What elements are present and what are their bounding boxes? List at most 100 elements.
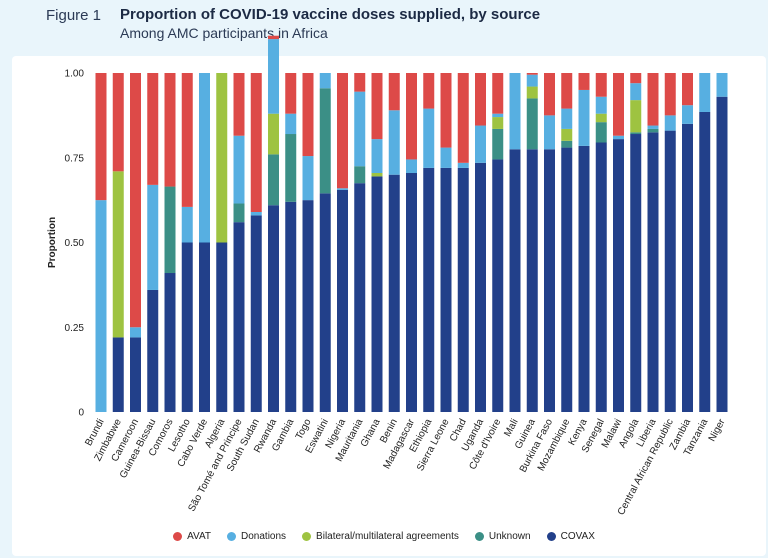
bar-segment-donations bbox=[595, 96, 607, 114]
bar-segment-avat bbox=[95, 73, 107, 201]
bar-segment-donations bbox=[699, 73, 711, 112]
y-tick-label: 0.50 bbox=[65, 238, 85, 249]
bar-segment-covax bbox=[147, 289, 159, 412]
bar-segment-covax bbox=[423, 167, 435, 412]
bar-segment-avat bbox=[181, 73, 193, 207]
bar-segment-covax bbox=[544, 149, 555, 412]
legend-swatch bbox=[474, 532, 484, 541]
bar-segment-covax bbox=[302, 200, 314, 412]
bar-segment-avat bbox=[457, 73, 469, 163]
bar-segment-covax bbox=[578, 145, 590, 412]
chart-legend: AVAT Donations Bilateral/multilateral agre… bbox=[0, 531, 768, 542]
bar-segment-donations bbox=[544, 115, 555, 150]
bar-segment-donations bbox=[302, 156, 314, 201]
bar-segment-donations bbox=[354, 91, 366, 167]
legend-item: Unknown bbox=[474, 531, 531, 542]
bar-segment-covax bbox=[475, 162, 486, 412]
bar-segment-avat bbox=[302, 73, 314, 157]
bar-segment-donations bbox=[406, 159, 417, 174]
bar-segment-covax bbox=[319, 193, 331, 412]
bar-segment-bilateral-multilateral-agreements bbox=[268, 113, 279, 155]
bar-segment-covax bbox=[285, 201, 297, 412]
bar-segment-unknown bbox=[354, 166, 366, 184]
bar-segment-donations bbox=[630, 83, 642, 101]
bar-segment-unknown bbox=[285, 134, 297, 202]
bar-segment-avat bbox=[492, 73, 504, 114]
bar-segment-avat bbox=[664, 73, 676, 116]
bar-segment-covax bbox=[388, 174, 400, 412]
bar-segment-avat bbox=[630, 73, 642, 84]
bar-segment-covax bbox=[492, 159, 504, 412]
bar-segment-covax bbox=[164, 273, 176, 412]
bar-segment-donations bbox=[181, 206, 193, 243]
y-tick-label: 1.00 bbox=[65, 69, 85, 80]
bar-segment-avat bbox=[371, 73, 383, 140]
bar-segment-donations bbox=[509, 73, 521, 150]
bar-segment-avat bbox=[475, 73, 486, 126]
bar-segment-unknown bbox=[319, 88, 331, 194]
bar-segment-unknown bbox=[268, 154, 279, 206]
bar-segment-avat bbox=[406, 73, 417, 160]
legend-item: Bilateral/multilateral agreements bbox=[302, 531, 459, 542]
bar-segment-donations bbox=[319, 73, 331, 89]
bar-segment-donations bbox=[388, 110, 400, 175]
bar-segment-avat bbox=[164, 73, 176, 187]
bar-segment-avat bbox=[233, 73, 245, 136]
bar-segment-avat bbox=[682, 73, 693, 106]
bar-segment-donations bbox=[285, 113, 297, 135]
bar-segment-bilateral-multilateral-agreements bbox=[216, 73, 228, 243]
bar-segment-covax bbox=[509, 149, 521, 412]
bar-segment-bilateral-multilateral-agreements bbox=[561, 128, 573, 141]
legend-swatch bbox=[227, 532, 237, 541]
bar-segment-covax bbox=[268, 205, 279, 412]
legend-label: COVAX bbox=[560, 531, 595, 542]
bar-segment-covax bbox=[199, 242, 210, 412]
bar-segment-covax bbox=[595, 142, 607, 412]
bar-segment-donations bbox=[199, 73, 210, 243]
bar-segment-avat bbox=[337, 73, 348, 189]
bar-segment-covax bbox=[682, 123, 693, 412]
y-tick-label: 0.25 bbox=[65, 323, 85, 334]
bar-segment-covax bbox=[216, 242, 228, 412]
bar-segment-covax bbox=[233, 222, 245, 412]
bar-segment-donations bbox=[475, 125, 486, 163]
bar-segment-avat bbox=[578, 73, 590, 90]
bar-segment-covax bbox=[664, 130, 676, 412]
bar-segment-covax bbox=[561, 147, 573, 412]
bar-segment-avat bbox=[268, 35, 279, 40]
bar-segment-unknown bbox=[630, 132, 642, 135]
bar-segment-covax bbox=[440, 167, 452, 412]
bar-segment-donations bbox=[233, 135, 245, 204]
bar-segment-donations bbox=[423, 108, 435, 168]
bar-segment-avat bbox=[250, 73, 262, 212]
bar-segment-donations bbox=[440, 147, 452, 168]
bar-segment-donations bbox=[613, 135, 624, 140]
bar-segment-covax bbox=[699, 111, 711, 413]
bar-segment-covax bbox=[457, 167, 469, 412]
bar-segment-donations bbox=[664, 115, 676, 131]
bar-segment-avat bbox=[613, 73, 624, 136]
bar-segment-avat bbox=[561, 73, 573, 109]
bar-segment-bilateral-multilateral-agreements bbox=[630, 100, 642, 133]
bar-segment-avat bbox=[147, 73, 159, 185]
legend-item: AVAT bbox=[173, 531, 211, 542]
bar-segment-avat bbox=[354, 73, 366, 92]
y-axis-label: Proportion bbox=[47, 217, 58, 268]
bar-segment-bilateral-multilateral-agreements bbox=[595, 113, 607, 123]
bar-segment-donations bbox=[130, 327, 141, 338]
bar-segment-donations bbox=[250, 211, 262, 216]
bar-segment-donations bbox=[682, 105, 693, 124]
bar-segment-bilateral-multilateral-agreements bbox=[526, 86, 538, 99]
legend-label: Unknown bbox=[488, 531, 531, 542]
bar-segment-unknown bbox=[164, 186, 176, 274]
stacked-bar-chart: Proportion 00.250.500.751.00BrundiZimbab… bbox=[47, 35, 728, 517]
legend-swatch bbox=[546, 532, 556, 541]
bar-segment-donations bbox=[647, 125, 659, 129]
bar-segment-avat bbox=[388, 73, 400, 111]
y-tick-label: 0.75 bbox=[65, 153, 85, 164]
bar-segment-donations bbox=[578, 89, 590, 146]
bar-segment-covax bbox=[647, 132, 659, 412]
y-tick-label: 0 bbox=[78, 408, 84, 419]
bar-segment-covax bbox=[716, 96, 728, 412]
bar-segment-avat bbox=[112, 73, 124, 172]
